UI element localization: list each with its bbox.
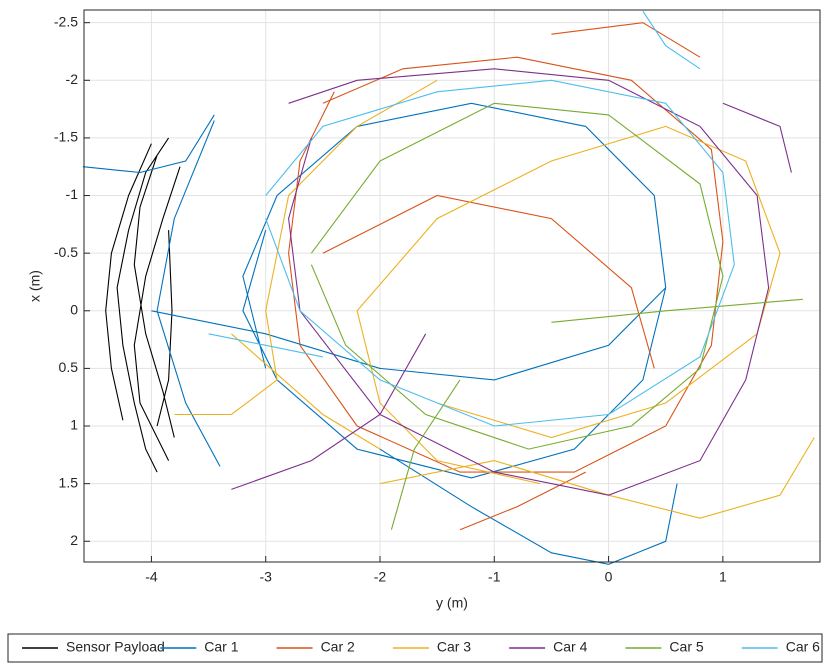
- x-tick-label: -3: [259, 569, 272, 585]
- legend-label: Car 1: [204, 639, 238, 655]
- y-tick-label: -1.5: [54, 129, 78, 145]
- y-tick-label: 0: [70, 301, 78, 317]
- y-tick-label: 0.5: [59, 359, 79, 375]
- y-tick-label: 1.5: [59, 474, 79, 490]
- axes-frame: [83, 9, 821, 563]
- x-tick-label: -4: [145, 569, 158, 585]
- x-tick-label: 0: [605, 569, 613, 585]
- trajectory: [105, 137, 181, 473]
- x-tick-label: -1: [488, 569, 501, 585]
- x-tick-label: -2: [374, 569, 387, 585]
- plot-area: [84, 10, 820, 562]
- legend-label: Car 4: [553, 639, 587, 655]
- x-axis-label: y (m): [436, 595, 468, 611]
- legend-label: Car 6: [786, 639, 820, 655]
- trajectory: [231, 68, 792, 496]
- trajectory: [208, 10, 735, 427]
- trajectory: [82, 102, 678, 565]
- trajectory: [174, 79, 815, 519]
- trajectory: [310, 102, 803, 530]
- y-tick-label: -1: [66, 186, 79, 202]
- y-tick-label: 1: [70, 417, 78, 433]
- legend-label: Sensor Payload: [66, 639, 165, 655]
- legend-label: Car 2: [321, 639, 355, 655]
- y-tick-label: -2.5: [54, 13, 78, 29]
- legend-label: Car 5: [669, 639, 703, 655]
- trajectory: [288, 22, 724, 531]
- legend-label: Car 3: [437, 639, 471, 655]
- x-tick-label: 1: [719, 569, 727, 585]
- y-tick-label: -2: [66, 71, 79, 87]
- y-axis-label: x (m): [27, 270, 43, 302]
- y-tick-label: 2: [70, 532, 78, 548]
- y-tick-label: -0.5: [54, 244, 78, 260]
